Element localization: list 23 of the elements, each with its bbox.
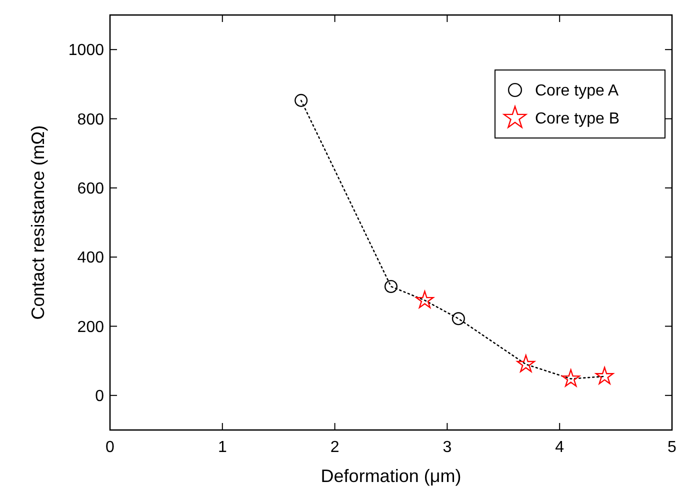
y-tick-label: 200: [77, 318, 104, 336]
x-tick-label: 0: [106, 439, 115, 456]
point: [516, 354, 535, 372]
x-tick-label: 3: [442, 439, 452, 456]
point: [452, 312, 465, 326]
point: [416, 290, 434, 308]
y-tick-label: 1000: [68, 42, 104, 60]
x-axis-title: Deformation (μm): [320, 466, 462, 486]
x-tick-label: 4: [555, 439, 564, 456]
y-axis-title: Contact resistance (mΩ): [28, 125, 48, 320]
y-tick-label: 600: [77, 180, 104, 198]
point: [562, 369, 580, 387]
x-tick-label: 1: [218, 439, 227, 456]
y-tick-label: 0: [95, 388, 104, 406]
y-tick-label: 400: [77, 250, 104, 267]
point: [595, 366, 614, 384]
point: [294, 94, 308, 107]
point: [384, 280, 398, 293]
legend-label: Core type B: [535, 110, 620, 128]
x-tick-label: 2: [330, 439, 340, 456]
legend-label: Core type A: [535, 82, 619, 100]
y-tick-label: 800: [77, 111, 104, 128]
x-tick-label: 5: [668, 439, 677, 456]
